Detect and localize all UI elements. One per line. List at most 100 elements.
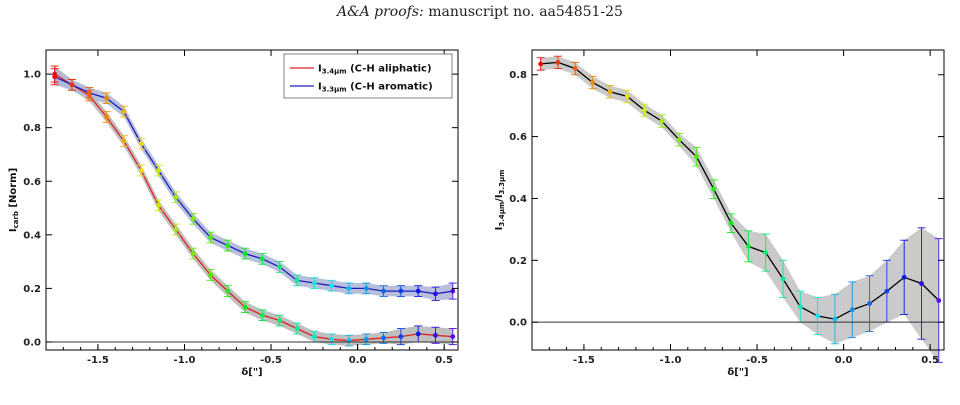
right-y-tick-label: 0.6 [509,132,527,143]
right-plot-frame [531,49,945,351]
manuscript-id: manuscript no. aa54851-25 [428,4,623,20]
right-y-axis-title: I3.4μm/I3.3μm [494,170,506,231]
right-x-tick-label: 0.5 [921,355,939,366]
left-data-point [329,336,335,342]
left-data-point [259,256,265,262]
left-data-point [225,288,231,294]
right-data-point [919,281,924,286]
right-data-point [624,93,630,99]
left-error-band [54,68,453,301]
right-data-point [780,276,786,282]
left-data-point [208,235,213,240]
right-x-tick-label: 0.0 [835,355,853,366]
right-y-tick-label: 0.8 [509,70,527,81]
left-y-tick-label: 0.0 [23,337,41,348]
left-y-tick-label: 0.4 [23,230,41,241]
right-data-point [538,61,544,67]
left-data-point [363,285,369,291]
left-data-point [346,285,352,291]
left-data-point [415,331,421,337]
right-x-axis-title: δ["] [727,367,748,378]
left-data-point [311,334,317,340]
right-data-point [711,186,717,192]
right-data-point [572,66,578,71]
left-data-point [277,318,283,323]
left-data-point [311,280,317,286]
left-data-point [242,304,248,310]
right-data-point [745,243,751,249]
left-data-point [294,277,300,283]
left-data-point [381,288,386,294]
right-error-band [540,56,939,363]
right-data-point [555,59,561,65]
right-x-tick-label: -0.5 [746,355,768,366]
page-header: A&A proofs: manuscript no. aa54851-25 [0,4,960,20]
left-data-point [294,326,300,331]
left-data-point [450,288,456,294]
left-data-point [86,90,92,96]
left-data-point [415,288,421,294]
left-y-tick-label: 0.8 [23,123,41,134]
left-x-tick-label: -1.5 [87,355,109,366]
left-data-point [450,334,456,340]
right-data-point [590,80,595,85]
left-data-point [208,272,213,278]
right-data-point [728,220,734,226]
right-data-point [642,107,647,113]
right-data-point [884,288,890,294]
right-y-tick-label: 0.4 [509,194,527,205]
left-data-point [52,74,58,80]
left-data-point [329,283,335,289]
left-data-point [156,202,161,208]
left-legend-box [283,53,453,99]
left-data-point [398,334,404,340]
right-data-point [901,274,907,280]
right-y-tick-label: 0.0 [509,318,527,329]
right-data-point [867,301,872,307]
right-data-point [694,154,699,160]
left-data-point [433,291,438,297]
left-data-point [104,95,109,101]
right-series-line [540,61,940,320]
left-plot-frame [45,49,459,351]
right-y-tick-label: 0.2 [509,256,527,267]
left-data-point [398,288,404,294]
left-y-tick-label: 0.2 [23,284,41,295]
journal-name: A&A proofs: [337,4,424,20]
left-series-line [54,73,453,342]
left-data-point [277,264,283,270]
left-data-point [190,216,196,222]
left-y-axis-title: Icarb [Norm] [8,168,20,232]
left-legend-label: I3.3μm (C-H aromatic) [318,82,433,94]
left-data-point [121,138,127,144]
right-data-point [659,118,665,124]
left-y-tick-label: 1.0 [23,70,41,81]
left-y-tick-label: 0.6 [23,177,41,188]
right-data-point [797,304,803,310]
left-data-point [173,227,179,232]
left-x-tick-label: -1.0 [174,355,196,366]
right-data-point [832,316,838,322]
left-data-point [156,168,161,173]
right-data-point [607,89,613,95]
left-chart: -1.5 -1.0 -0.5 0.0 0.5 0.0 0.2 0.4 0.6 0.8 1.0 δ["]… [8,49,459,378]
right-data-point [676,137,682,143]
right-data-point [815,313,821,319]
right-data-point [936,298,942,303]
left-legend-label: I3.4μm (C-H aliphatic) [318,64,432,76]
left-data-point [121,109,127,115]
left-x-tick-label: 0.5 [435,355,453,366]
left-data-point [138,141,144,147]
left-data-point [225,243,231,248]
left-data-point [433,332,438,338]
left-x-axis-title: δ["] [241,367,262,378]
left-data-point [69,82,75,88]
left-data-point [381,335,386,341]
left-series-line [54,76,453,295]
left-x-tick-label: 0.0 [349,355,367,366]
right-x-tick-label: -1.0 [660,355,682,366]
left-data-point [104,114,109,120]
right-x-tick-label: -1.5 [573,355,595,366]
left-data-point [242,251,248,256]
left-data-point [138,168,144,173]
